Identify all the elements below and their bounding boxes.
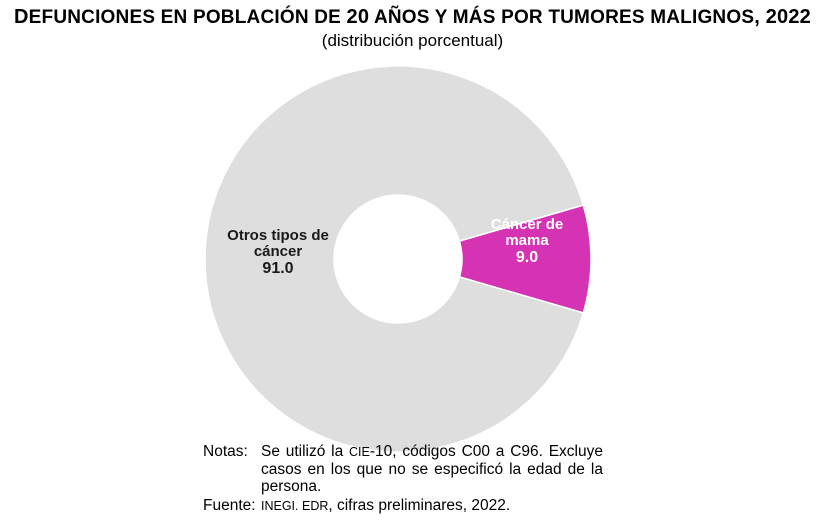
slice-otros-tipos xyxy=(204,65,585,453)
title-part: 20 xyxy=(346,6,370,28)
slice-cancer-mama xyxy=(458,204,592,314)
title-part: EFUNCIONES EN POBLACIÓN DE xyxy=(28,7,347,28)
label-otros-tipos: Otros tipos de cáncer 91.0 xyxy=(218,228,338,277)
slice-label-line: Cáncer de xyxy=(490,216,564,233)
fuente-text: INEGI. EDR, cifras preliminares, 2022. xyxy=(261,497,603,515)
notas-label: Notas: xyxy=(203,443,248,460)
fuente-inegi: INEGI. EDR xyxy=(261,499,329,513)
slice-label-line: mama xyxy=(505,232,549,249)
slice-value: 9.0 xyxy=(515,249,539,266)
title-part: D xyxy=(13,6,29,28)
chart-title: DEFUNCIONES EN POBLACIÓN DE 20 AÑOS Y MÁ… xyxy=(0,6,825,29)
fuente-text-part: , cifras preliminares, 2022. xyxy=(328,497,511,514)
notas-text: Se utilizó la CIE-10, códigos C00 a C96.… xyxy=(261,443,603,495)
title-part: , 2022 xyxy=(754,6,812,28)
slice-value: 91.0 xyxy=(262,260,294,277)
notas-text-part: Se utilizó la xyxy=(261,443,350,460)
slice-label-line: Otros tipos de xyxy=(227,227,329,244)
notas-cie: CIE xyxy=(349,445,370,459)
chart-subtitle: (distribución porcentual) xyxy=(321,31,504,50)
title-part: AÑOS Y MÁS POR TUMORES MALIGNOS xyxy=(369,7,755,28)
fuente-label: Fuente: xyxy=(203,497,256,514)
slice-label-line: cáncer xyxy=(253,243,303,260)
label-cancer-mama: Cáncer de mama 9.0 xyxy=(472,217,582,266)
notas-text-part: -10, códigos C00 a C96. Excluye casos en… xyxy=(261,443,603,495)
notes-block: Notas: Se utilizó la CIE-10, códigos C00… xyxy=(203,443,603,515)
